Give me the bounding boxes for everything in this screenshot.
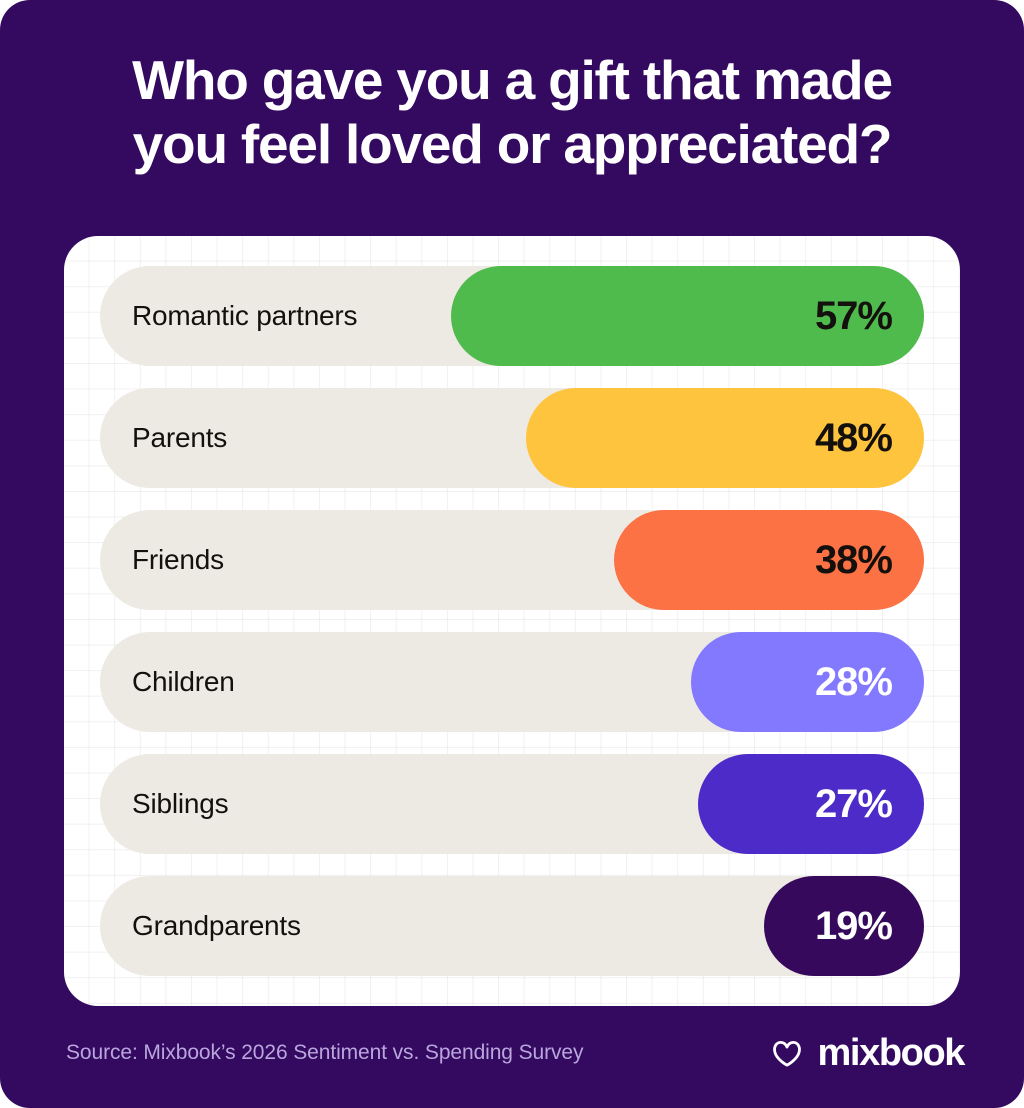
- bar-row: 48% Parents: [100, 388, 924, 488]
- bar-fill: 27%: [698, 754, 924, 854]
- title-block: Who gave you a gift that made you feel l…: [0, 48, 1024, 177]
- bar-fill: 38%: [614, 510, 924, 610]
- bar-fill: 28%: [691, 632, 924, 732]
- brand-logo: mixbook: [769, 1032, 966, 1074]
- bar-row: 19% Grandparents: [100, 876, 924, 976]
- bar-category-label: Parents: [132, 422, 228, 453]
- bar-value-label: 19%: [814, 903, 893, 948]
- bar-category-label: Friends: [132, 544, 224, 575]
- chart-card: 57% Romantic partners 48% Parents 38% Friends…: [64, 236, 960, 1006]
- bar-category-label: Children: [132, 666, 235, 697]
- source-note: Source: Mixbook’s 2026 Sentiment vs. Spe…: [66, 1041, 584, 1064]
- bar-row: 28% Children: [100, 632, 924, 732]
- page-title: Who gave you a gift that made you feel l…: [132, 49, 893, 176]
- bar-row: 57% Romantic partners: [100, 266, 924, 366]
- bar-value-label: 28%: [814, 659, 893, 704]
- bar-value-label: 27%: [814, 781, 893, 826]
- bar-chart: 57% Romantic partners 48% Parents 38% Friends…: [100, 266, 924, 976]
- bar-fill: 57%: [451, 266, 924, 366]
- bar-value-label: 57%: [814, 293, 893, 338]
- bar-category-label: Grandparents: [132, 910, 301, 941]
- bar-row: 38% Friends: [100, 510, 924, 610]
- bar-row: 27% Siblings: [100, 754, 924, 854]
- brand-name: mixbook: [817, 1032, 966, 1074]
- bar-value-label: 38%: [814, 537, 893, 582]
- bar-category-label: Romantic partners: [132, 300, 358, 331]
- bar-category-label: Siblings: [132, 788, 229, 819]
- footer: Source: Mixbook’s 2026 Sentiment vs. Spe…: [66, 1026, 966, 1080]
- bar-fill: 19%: [764, 876, 924, 976]
- bar-fill: 48%: [526, 388, 924, 488]
- heart-outline-icon: [772, 1040, 801, 1067]
- bar-value-label: 48%: [814, 415, 893, 460]
